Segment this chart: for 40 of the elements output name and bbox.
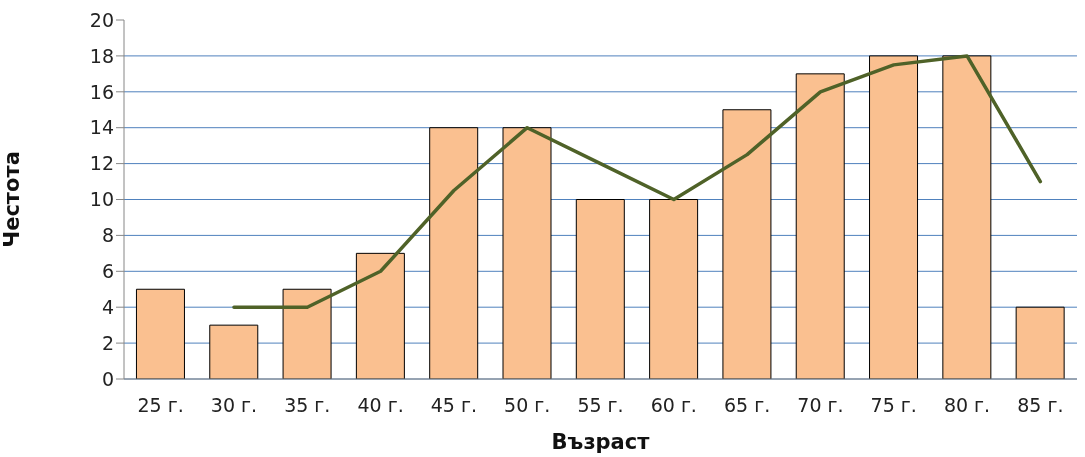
x-tick-label: 75 г. [870, 394, 917, 417]
y-axis-title: Честота [0, 151, 25, 248]
y-tick-label: 20 [89, 8, 114, 31]
x-tick-label: 85 г. [1017, 394, 1064, 417]
x-tick-label: 70 г. [797, 394, 844, 417]
y-tick-label: 2 [101, 331, 114, 354]
bar [795, 73, 845, 379]
x-tick-label: 55 г. [577, 394, 624, 417]
x-tick-label: 50 г. [504, 394, 551, 417]
bar [722, 109, 772, 379]
y-tick-label: 8 [101, 224, 114, 247]
x-tick-label: 40 г. [357, 394, 404, 417]
y-tick-label: 18 [89, 44, 114, 67]
line-series [232, 54, 1043, 309]
bar [209, 324, 259, 379]
y-tick-label: 4 [101, 295, 114, 318]
bar [942, 55, 992, 379]
bar [869, 55, 919, 379]
bar [355, 252, 405, 379]
x-tick-label: 45 г. [430, 394, 478, 417]
bar [575, 199, 625, 379]
x-axis-title: Възраст [551, 430, 651, 454]
y-tick-label: 12 [89, 152, 114, 175]
y-tick-label: 16 [89, 80, 114, 103]
bar [135, 288, 185, 379]
y-tick-label: 14 [89, 116, 114, 139]
bar [649, 199, 699, 379]
x-tick-label: 80 г. [943, 394, 991, 417]
bar [1015, 306, 1065, 379]
x-tick-label: 30 г. [210, 394, 258, 417]
x-tick-label: 25 г. [137, 394, 184, 417]
bar [429, 127, 479, 379]
y-tick-label: 6 [101, 260, 114, 283]
x-tick-label: 60 г. [650, 394, 697, 417]
bar [502, 127, 552, 379]
y-tick-label: 10 [89, 188, 114, 211]
bar [282, 288, 332, 379]
x-tick-label: 35 г. [284, 394, 331, 417]
y-tick-label: 0 [101, 367, 114, 390]
x-tick-label: 65 г. [723, 394, 771, 417]
